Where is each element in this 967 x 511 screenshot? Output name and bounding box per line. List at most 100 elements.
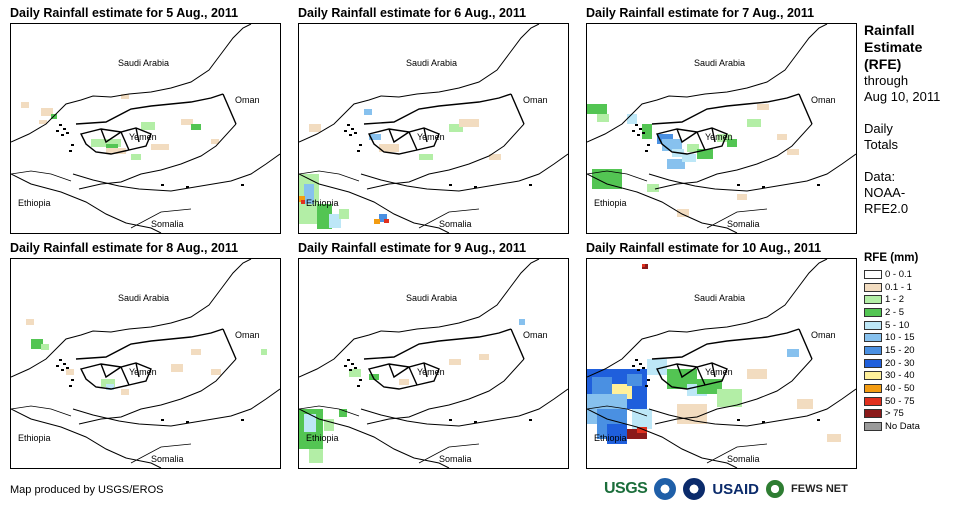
legend-label: 50 - 75 — [885, 395, 915, 407]
map-label-somalia: Somalia — [439, 454, 472, 464]
map-label-yemen: Yemen — [705, 367, 733, 377]
legend-label: 2 - 5 — [885, 306, 905, 318]
sidebar-data-line: Data: — [864, 169, 896, 184]
sidebar-title-line: Rainfall — [864, 22, 915, 38]
rainfall-cell — [597, 114, 609, 122]
island — [762, 186, 765, 188]
map-label-somalia: Somalia — [727, 219, 760, 229]
boundary-line — [418, 208, 480, 229]
island — [449, 184, 452, 186]
rainfall-cell — [399, 379, 409, 385]
island — [161, 184, 164, 186]
partner-logos: USGS USAID FEWS NET — [604, 478, 848, 500]
rainfall-cell — [757, 104, 769, 110]
map-label-yemen: Yemen — [417, 367, 445, 377]
rainfall-cell — [687, 144, 699, 152]
island — [357, 150, 360, 152]
boundary-line — [72, 388, 280, 427]
rainfall-cell — [787, 149, 799, 155]
rainfall-cell — [519, 319, 525, 325]
island — [645, 150, 648, 152]
island — [186, 186, 189, 188]
rainfall-cell — [39, 120, 47, 124]
rainfall-cell — [309, 124, 321, 132]
panel-title: Daily Rainfall estimate for 6 Aug., 2011 — [298, 6, 527, 20]
boundary-line — [654, 358, 813, 425]
legend-label: 10 - 15 — [885, 332, 915, 344]
rainfall-cell — [301, 200, 305, 204]
rainfall-cell — [369, 134, 381, 140]
island — [449, 419, 452, 421]
island — [69, 150, 72, 152]
map-label-ethiopia: Ethiopia — [18, 198, 51, 208]
rainfall-cell — [26, 319, 34, 325]
island — [635, 124, 638, 126]
rainfall-cell — [324, 419, 334, 431]
island — [66, 132, 69, 134]
legend-item: 15 - 20 — [864, 344, 920, 357]
legend-label: > 75 — [885, 408, 904, 420]
rainfall-cell — [106, 148, 126, 154]
map-label-saudi: Saudi Arabia — [694, 293, 745, 303]
island — [351, 128, 354, 130]
boundary-line — [72, 153, 280, 192]
rainfall-cell — [697, 149, 713, 159]
island — [344, 130, 347, 132]
map-label-yemen: Yemen — [705, 132, 733, 142]
island — [241, 419, 244, 421]
boundary-line — [299, 170, 360, 182]
map-label-somalia: Somalia — [151, 454, 184, 464]
panel-title: Daily Rainfall estimate for 9 Aug., 2011 — [298, 241, 527, 255]
boundary-line — [299, 259, 540, 378]
rainfall-cell — [747, 119, 761, 127]
noaa-logo-icon — [654, 478, 677, 500]
panel-title: Daily Rainfall estimate for 10 Aug., 201… — [586, 241, 822, 255]
boundary-line — [130, 443, 192, 464]
boundary-line — [510, 328, 525, 360]
rainfall-cell — [479, 354, 489, 360]
boundary-line — [651, 328, 800, 360]
rainfall-cell — [31, 339, 43, 349]
legend-swatch — [864, 269, 882, 279]
boundary-line — [299, 408, 450, 468]
governorate-boundaries — [655, 362, 728, 390]
rainfall-cell — [369, 374, 379, 380]
island — [637, 369, 640, 371]
rainfall-cell — [632, 409, 652, 429]
rainfall-cell — [106, 384, 114, 390]
boundary-line — [75, 93, 224, 125]
rainfall-cell — [379, 144, 399, 152]
rainfall-cell — [747, 369, 767, 379]
sidebar: Rainfall Estimate (RFE) through Aug 10, … — [864, 22, 964, 217]
island — [529, 184, 532, 186]
boundary-line — [366, 358, 525, 425]
island — [817, 419, 820, 421]
rainfall-cell — [261, 349, 267, 355]
sidebar-data-line: RFE2.0 — [864, 201, 909, 216]
island — [359, 379, 362, 381]
island — [349, 134, 352, 136]
legend-swatch — [864, 345, 882, 355]
legend-swatch — [864, 358, 882, 368]
rainfall-cell — [131, 154, 141, 160]
rainfall-cell — [317, 204, 332, 229]
island — [56, 130, 59, 132]
island — [645, 385, 648, 387]
rainfall-cell — [627, 374, 642, 386]
sidebar-data-line: NOAA- — [864, 185, 906, 200]
island — [632, 130, 635, 132]
rainfall-cell — [21, 102, 29, 108]
island — [817, 184, 820, 186]
island — [635, 359, 638, 361]
island — [61, 369, 64, 371]
usgs-logo: USGS — [604, 480, 648, 497]
map-canvas: Saudi Arabia Oman Yemen Ethiopia Somalia — [11, 259, 280, 468]
map-label-somalia: Somalia — [727, 454, 760, 464]
island — [357, 385, 360, 387]
legend-item: No Data — [864, 420, 920, 433]
boundary-line — [78, 358, 237, 425]
governorate-boundaries — [79, 362, 152, 390]
rainfall-cell — [642, 124, 652, 139]
island — [474, 186, 477, 188]
rainfall-map: Saudi Arabia Oman Yemen Ethiopia Somalia — [298, 258, 569, 469]
